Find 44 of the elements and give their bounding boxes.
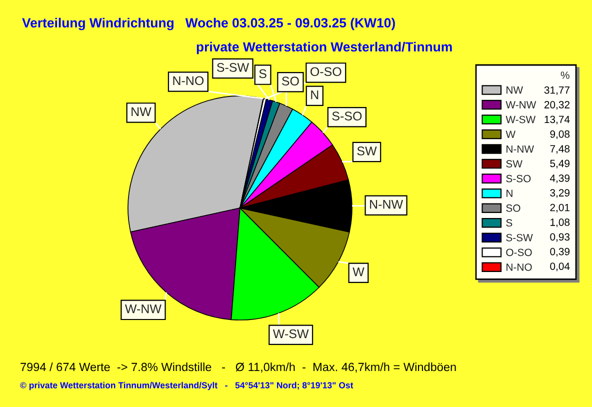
slice-label: S-SO [332,112,362,120]
data-label: 3,29 [550,189,570,198]
legend-label: O-SO [506,248,532,256]
slice-label: W-SW [272,329,309,338]
slice-label: S-SW [216,63,250,72]
chart-title: Verteilung Windrichtung Woche 03.03.25 - 09.03.25 (KW10) [22,18,395,30]
slice-label: N-NO [173,76,204,86]
data-label: 4,39 [550,174,570,184]
data-label: 0,04 [550,262,570,272]
data-label: 0,93 [550,233,570,242]
data-label: 5,49 [550,160,570,168]
data-label: 2,01 [550,204,570,212]
data-label: 13,74 [544,116,570,124]
slice-label: S [259,69,266,78]
data-label: 0,39 [550,248,570,257]
slice-label: N-NW [370,200,403,209]
data-label: 31,77 [544,86,570,95]
data-label: 7,48 [550,145,570,154]
legend-label: NW [506,86,524,94]
legend-label: W-SW [506,116,536,124]
legend-title: % [560,72,570,79]
text: 7994 / 674 Werte -> 7.8% Windstille - Ø 11,0km/h - Max. 46,7km/h = Windböen [20,362,456,373]
legend-label: N [506,190,512,197]
text: © private Wetterstation Tinnum/Westerland/Sylt - 54°54'13" Nord; 8°19'13" Ost [20,382,354,390]
legend-label: W-NW [506,101,536,108]
slice-label: SW [357,146,377,156]
legend-label: W [506,130,516,138]
slice-label: N [311,90,318,100]
legend-label: N-NW [506,145,534,153]
legend-label: N-NO [506,263,532,271]
slice-label: W [352,268,364,276]
slice-label: SO [282,76,299,86]
legend-label: S-SW [506,234,533,242]
chart-subtitle: private Wetterstation Westerland/Tinnum [196,42,452,54]
data-label: 20,32 [544,101,570,110]
slice-label: NW [132,107,152,116]
legend-label: SW [506,160,522,168]
slice-label: W-NW [124,304,162,314]
legend-label: S-SO [506,174,531,182]
data-label: 1,08 [550,218,570,228]
legend-label: SO [506,204,520,212]
legend-label: S [506,219,512,227]
data-label: 9,08 [550,130,570,140]
slice-label: O-SO [310,67,342,76]
